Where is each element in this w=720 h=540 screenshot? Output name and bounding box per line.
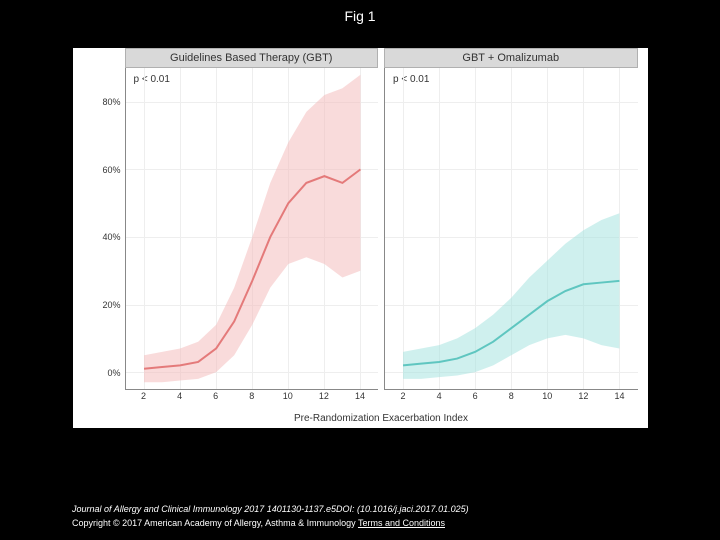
x-tick-label: 2 <box>141 391 146 401</box>
y-axis-ticks: 0% 20% 40% 60% 80% <box>95 68 123 390</box>
figure-title: Fig 1 <box>0 0 720 30</box>
copyright-text: Copyright © 2017 American Academy of All… <box>72 518 358 528</box>
series-svg <box>126 68 379 389</box>
x-tick-label: 6 <box>213 391 218 401</box>
x-tick-label: 10 <box>542 391 552 401</box>
x-tick-label: 8 <box>249 391 254 401</box>
x-axis-ticks: 2 4 6 8 10 12 14 <box>126 391 379 405</box>
confidence-ribbon <box>403 213 619 379</box>
panel-header: GBT + Omalizumab <box>384 48 638 68</box>
x-tick-label: 2 <box>401 391 406 401</box>
x-axis-ticks: 2 4 6 8 10 12 14 <box>385 391 638 405</box>
plot-area: 2468101214p < 0.01 <box>125 68 379 390</box>
x-tick-label: 8 <box>509 391 514 401</box>
copyright-line: Copyright © 2017 American Academy of All… <box>72 518 445 528</box>
y-tick-label: 60% <box>102 165 120 175</box>
panel: GBT + Omalizumab2468101214p < 0.01 <box>384 48 638 390</box>
journal-name: Journal of Allergy and Clinical Immunolo… <box>72 504 242 514</box>
x-axis-label: Pre-Randomization Exacerbation Index <box>125 413 638 424</box>
x-tick-label: 14 <box>355 391 365 401</box>
citation-ref: 2017 1401130-1137.e5DOI: (10.1016/j.jaci… <box>242 504 469 514</box>
chart-container: Exacerbation during Double-Blind (90 day… <box>73 48 648 428</box>
panel-header: Guidelines Based Therapy (GBT) <box>125 48 379 68</box>
plot-area: 2468101214p < 0.01 <box>384 68 638 390</box>
x-tick-label: 12 <box>319 391 329 401</box>
y-tick-label: 0% <box>107 368 120 378</box>
x-tick-label: 4 <box>437 391 442 401</box>
panel: Guidelines Based Therapy (GBT)2468101214… <box>125 48 379 390</box>
y-tick-label: 20% <box>102 300 120 310</box>
confidence-ribbon <box>144 75 360 382</box>
x-tick-label: 4 <box>177 391 182 401</box>
terms-link[interactable]: Terms and Conditions <box>358 518 445 528</box>
y-tick-label: 80% <box>102 97 120 107</box>
x-tick-label: 14 <box>614 391 624 401</box>
x-tick-label: 10 <box>283 391 293 401</box>
panels-row: Guidelines Based Therapy (GBT)2468101214… <box>125 48 638 390</box>
x-tick-label: 12 <box>578 391 588 401</box>
y-tick-label: 40% <box>102 232 120 242</box>
x-tick-label: 6 <box>473 391 478 401</box>
series-svg <box>385 68 638 389</box>
citation-line: Journal of Allergy and Clinical Immunolo… <box>72 504 469 514</box>
